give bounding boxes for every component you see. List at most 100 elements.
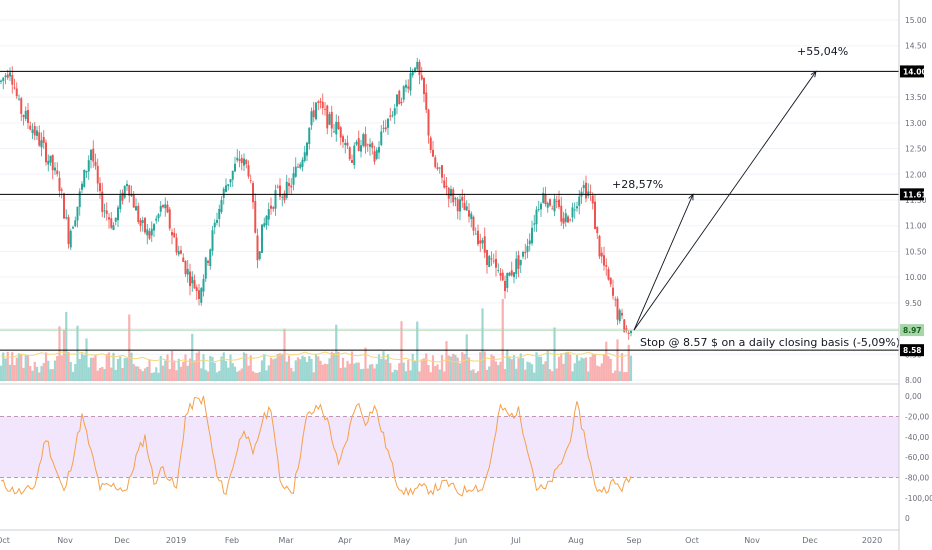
volume-bar bbox=[195, 352, 198, 381]
candle-body bbox=[364, 134, 367, 147]
candle-body bbox=[13, 87, 16, 89]
time-tick-label: Apr bbox=[338, 536, 353, 545]
candle-body bbox=[299, 164, 302, 168]
horizontal-levels bbox=[0, 70, 899, 351]
candle-body bbox=[274, 190, 277, 209]
volume-bar bbox=[393, 369, 396, 381]
volume-bar bbox=[407, 360, 410, 381]
candle-body bbox=[569, 219, 572, 221]
candle-body bbox=[567, 216, 569, 223]
volume-bar bbox=[377, 354, 381, 381]
annotation-target-55: +55,04% bbox=[797, 45, 848, 58]
candle-body bbox=[110, 218, 113, 228]
candle-body bbox=[348, 147, 351, 160]
price-tick-label: 13.00 bbox=[905, 119, 927, 128]
volume-bar bbox=[413, 360, 417, 381]
volume-bar bbox=[15, 357, 18, 381]
volume-bar bbox=[578, 360, 581, 381]
volume-bar bbox=[65, 312, 68, 381]
candle-body bbox=[468, 210, 470, 217]
rsi-zero-label: 0 bbox=[905, 514, 910, 523]
volume-bar bbox=[517, 358, 520, 381]
candle-body bbox=[117, 207, 119, 221]
volume-bar bbox=[474, 372, 477, 381]
candle-body bbox=[63, 193, 65, 219]
volume-bar bbox=[508, 357, 511, 381]
candle-body bbox=[328, 114, 331, 125]
volume-bar bbox=[213, 362, 216, 381]
candle-body bbox=[144, 217, 146, 233]
candle-body bbox=[56, 170, 59, 175]
candle-body bbox=[229, 179, 232, 183]
volume-bar bbox=[326, 364, 329, 381]
volume-bar bbox=[267, 365, 270, 381]
volume-bar bbox=[20, 353, 23, 381]
volume-bar bbox=[42, 363, 45, 381]
candle-body bbox=[227, 184, 230, 187]
volume-bar bbox=[53, 360, 57, 381]
volume-bar bbox=[276, 354, 279, 381]
candle-body bbox=[33, 126, 36, 136]
candle-body bbox=[553, 198, 556, 212]
volume-bar bbox=[605, 341, 608, 381]
volume-bar bbox=[6, 351, 9, 381]
price-tick-label: 8.00 bbox=[905, 376, 922, 385]
candle-body bbox=[238, 159, 241, 161]
candle-body bbox=[551, 208, 554, 210]
candle-body bbox=[436, 167, 439, 169]
volume-bar bbox=[308, 355, 311, 381]
volume-bar bbox=[303, 356, 306, 381]
volume-bar bbox=[461, 352, 464, 381]
volume-bar bbox=[11, 352, 14, 381]
candle-body bbox=[607, 269, 610, 280]
volume-bar bbox=[600, 363, 603, 381]
volume-bar bbox=[89, 357, 93, 381]
price-tick-label: 13.50 bbox=[905, 93, 927, 102]
volume-bar bbox=[0, 365, 3, 381]
candle-body bbox=[211, 230, 214, 251]
volume-bar bbox=[49, 369, 52, 381]
volume-bar bbox=[434, 366, 437, 381]
candle-body bbox=[168, 209, 171, 229]
candle-body bbox=[288, 183, 290, 187]
volume-bar bbox=[528, 362, 531, 381]
volume-bar bbox=[562, 363, 565, 381]
candle-body bbox=[384, 127, 387, 130]
volume-bar bbox=[125, 358, 129, 381]
volume-bar bbox=[312, 372, 315, 381]
candle-body bbox=[546, 202, 549, 208]
candle-body bbox=[308, 127, 311, 144]
volume-bar bbox=[436, 364, 439, 381]
candle-body bbox=[153, 224, 155, 231]
candle-body bbox=[339, 127, 342, 138]
candle-body bbox=[540, 203, 542, 210]
price-tick-label: 12.50 bbox=[905, 145, 927, 154]
candle-body bbox=[171, 231, 173, 236]
candle-body bbox=[184, 261, 187, 275]
volume-bar bbox=[539, 356, 543, 381]
candle-body bbox=[103, 210, 106, 212]
candle-body bbox=[294, 166, 297, 177]
volume-bar bbox=[220, 356, 223, 381]
candle-body bbox=[222, 188, 225, 198]
volume-bar bbox=[395, 370, 399, 381]
candle-body bbox=[418, 62, 421, 76]
volume-bar bbox=[110, 367, 113, 381]
candle-body bbox=[137, 205, 140, 222]
candle-body bbox=[603, 255, 605, 266]
candle-body bbox=[146, 229, 149, 236]
volume-bar bbox=[231, 363, 234, 381]
candle-body bbox=[225, 185, 227, 192]
volume-bar bbox=[38, 372, 41, 381]
volume-bar bbox=[503, 369, 507, 381]
volume-bar bbox=[330, 351, 333, 381]
candle-body bbox=[544, 194, 547, 205]
volume-bar bbox=[555, 368, 558, 381]
candle-body bbox=[454, 198, 457, 200]
candle-body bbox=[342, 136, 344, 143]
candle-body bbox=[164, 204, 167, 209]
candle-body bbox=[373, 151, 376, 162]
volume-bar bbox=[499, 361, 502, 381]
candle-body bbox=[15, 88, 18, 97]
volume-bar bbox=[229, 354, 232, 381]
